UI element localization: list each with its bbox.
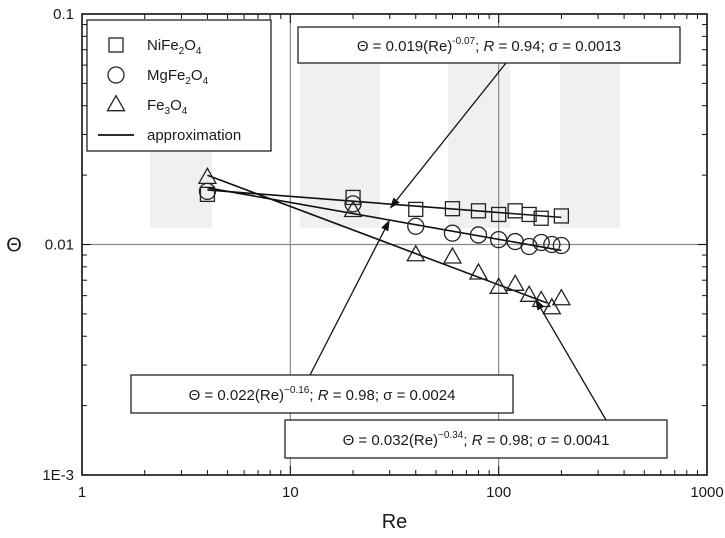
axis-ticks: 1 10 100 1000 1E-3 0.01 0.1: [42, 6, 723, 501]
annotation-arrow: [396, 62, 507, 201]
data-point: [533, 210, 549, 226]
data-point: [407, 217, 425, 235]
fit-lines: [207, 174, 562, 304]
data-point: [491, 206, 507, 223]
data-point: [553, 208, 570, 224]
data-point: [542, 297, 562, 315]
data-point: [406, 244, 426, 262]
y-tick-label: 1E-3: [42, 467, 74, 484]
legend-label: MgFe2O4: [147, 67, 209, 87]
x-tick-label: 1: [78, 484, 86, 501]
data-point: [470, 203, 487, 219]
data-point: [519, 285, 539, 302]
data-point: [442, 246, 463, 264]
fit-line: [207, 174, 547, 304]
legend-label: NiFe2O4: [147, 37, 202, 57]
data-point: [532, 233, 550, 252]
legend-marker: [108, 37, 124, 53]
annotation-arrow: [540, 308, 607, 421]
annotation-text: Θ = 0.032(Re)−0.34; R = 0.98; σ = 0.0041: [343, 430, 610, 449]
data-point: [345, 189, 361, 206]
data-point: [197, 167, 218, 184]
legend-label: Fe3O4: [147, 97, 188, 117]
data-point: [551, 288, 571, 306]
annotation-box: [130, 374, 514, 414]
annotation-box: [297, 26, 681, 64]
annotation-text: Θ = 0.022(Re)−0.16; R = 0.98; σ = 0.0024: [189, 385, 456, 404]
x-tick-label: 10: [282, 484, 299, 501]
arrow-head: [535, 299, 545, 311]
arrow-head: [381, 219, 390, 232]
fit-line: [207, 189, 562, 219]
annotations: Θ = 0.019(Re)-0.07; R = 0.94; σ = 0.0013…: [130, 26, 681, 459]
data-point: [469, 226, 488, 244]
data-point: [443, 224, 462, 242]
legend-marker: [106, 94, 126, 112]
x-tick-label: 100: [486, 484, 511, 501]
y-axis-label: Θ: [6, 235, 22, 257]
data-point: [444, 201, 461, 217]
data-points: [197, 167, 571, 315]
data-point: [343, 200, 363, 218]
data-point: [521, 206, 537, 223]
data-point: [468, 262, 489, 280]
data-point: [408, 201, 424, 218]
legend-box: [86, 19, 272, 152]
data-point: [507, 203, 523, 219]
data-point: [344, 195, 362, 213]
data-point: [490, 230, 508, 249]
x-axis-label: Re: [382, 511, 408, 533]
y-tick-label: 0.1: [53, 6, 74, 23]
x-tick-label: 1000: [690, 484, 723, 501]
y-tick-label: 0.01: [45, 237, 74, 254]
data-point: [520, 237, 538, 256]
data-point: [552, 236, 571, 255]
arrow-head: [389, 197, 400, 209]
data-point: [489, 277, 509, 294]
legend-marker: [107, 66, 125, 84]
annotation-arrow: [309, 229, 386, 376]
annotation-box: [284, 419, 668, 459]
annotation-text: Θ = 0.019(Re)-0.07; R = 0.94; σ = 0.0013: [357, 36, 621, 55]
legend: NiFe2O4 MgFe2O4 Fe3O4 approximation: [86, 19, 272, 152]
data-point: [505, 273, 525, 291]
legend-label: approximation: [147, 127, 241, 144]
data-point: [543, 235, 561, 254]
